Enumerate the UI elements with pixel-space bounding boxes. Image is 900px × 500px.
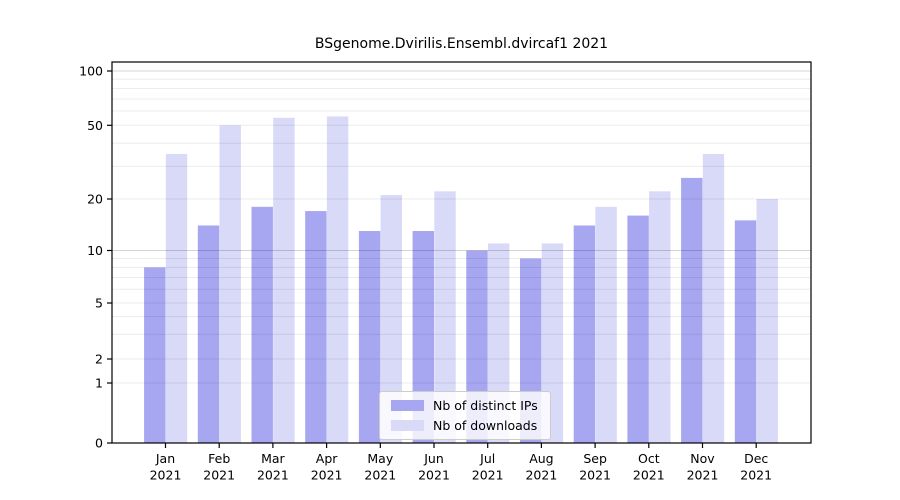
bar-downloads-dec: [756, 199, 778, 443]
bar-distinct-ips-mar: [251, 206, 273, 443]
x-tick-label-apr: Apr 2021: [311, 451, 343, 483]
bar-distinct-ips-dec: [734, 220, 757, 443]
bar-distinct-ips-may: [358, 231, 381, 443]
bar-distinct-ips-oct: [627, 215, 649, 443]
y-tick-label-1: 1: [95, 376, 103, 391]
y-tick-label-50: 50: [87, 118, 103, 133]
y-tick-label-100: 100: [79, 64, 103, 79]
legend-label-distinct-ips: Nb of distinct IPs: [433, 398, 538, 413]
x-tick-label-jul: Jul 2021: [472, 451, 504, 483]
bar-downloads-jun: [434, 191, 456, 443]
bar-downloads-nov: [702, 153, 725, 443]
y-tick-label-20: 20: [87, 192, 103, 207]
x-tick-label-sep: Sep 2021: [579, 451, 611, 483]
y-tick-label-5: 5: [95, 296, 103, 311]
bar-downloads-feb: [219, 125, 241, 444]
plot-border: [111, 61, 812, 444]
chart-title: BSgenome.Dvirilis.Ensembl.dvircaf1 2021: [314, 36, 609, 52]
x-tick-label-mar: Mar 2021: [257, 451, 289, 483]
bar-downloads-may: [380, 195, 402, 443]
bar-distinct-ips-apr: [305, 211, 327, 443]
bar-downloads-apr: [326, 116, 349, 443]
bar-downloads-jan: [165, 153, 188, 443]
legend-item-distinct-ips: Nb of distinct IPs: [391, 398, 538, 413]
bar-distinct-ips-jan: [144, 267, 166, 443]
y-tick-label-10: 10: [87, 243, 103, 258]
x-tick-label-aug: Aug 2021: [525, 451, 557, 483]
y-tick-label-0: 0: [95, 436, 103, 451]
x-tick-label-nov: Nov 2021: [687, 451, 719, 483]
legend-item-downloads: Nb of downloads: [391, 418, 538, 433]
x-tick-label-feb: Feb 2021: [203, 451, 235, 483]
x-tick-label-oct: Oct 2021: [633, 451, 665, 483]
bar-downloads-sep: [595, 206, 617, 443]
bar-distinct-ips-nov: [681, 177, 703, 443]
legend-swatch-downloads: [391, 420, 424, 431]
y-tick-label-2: 2: [95, 352, 103, 367]
bar-distinct-ips-feb: [197, 225, 220, 443]
bar-downloads-oct: [649, 191, 671, 443]
bar-downloads-mar: [273, 117, 295, 443]
legend-label-downloads: Nb of downloads: [433, 418, 538, 433]
legend-swatch-distinct-ips: [391, 400, 424, 411]
x-tick-label-dec: Dec 2021: [740, 451, 772, 483]
x-tick-label-jun: Jun 2021: [418, 451, 450, 483]
bar-distinct-ips-sep: [573, 225, 596, 443]
x-tick-label-may: May 2021: [364, 451, 396, 483]
x-tick-label-jan: Jan 2021: [150, 451, 182, 483]
bar-distinct-ips-jun: [412, 231, 434, 443]
legend: Nb of distinct IPs Nb of downloads: [379, 391, 551, 440]
